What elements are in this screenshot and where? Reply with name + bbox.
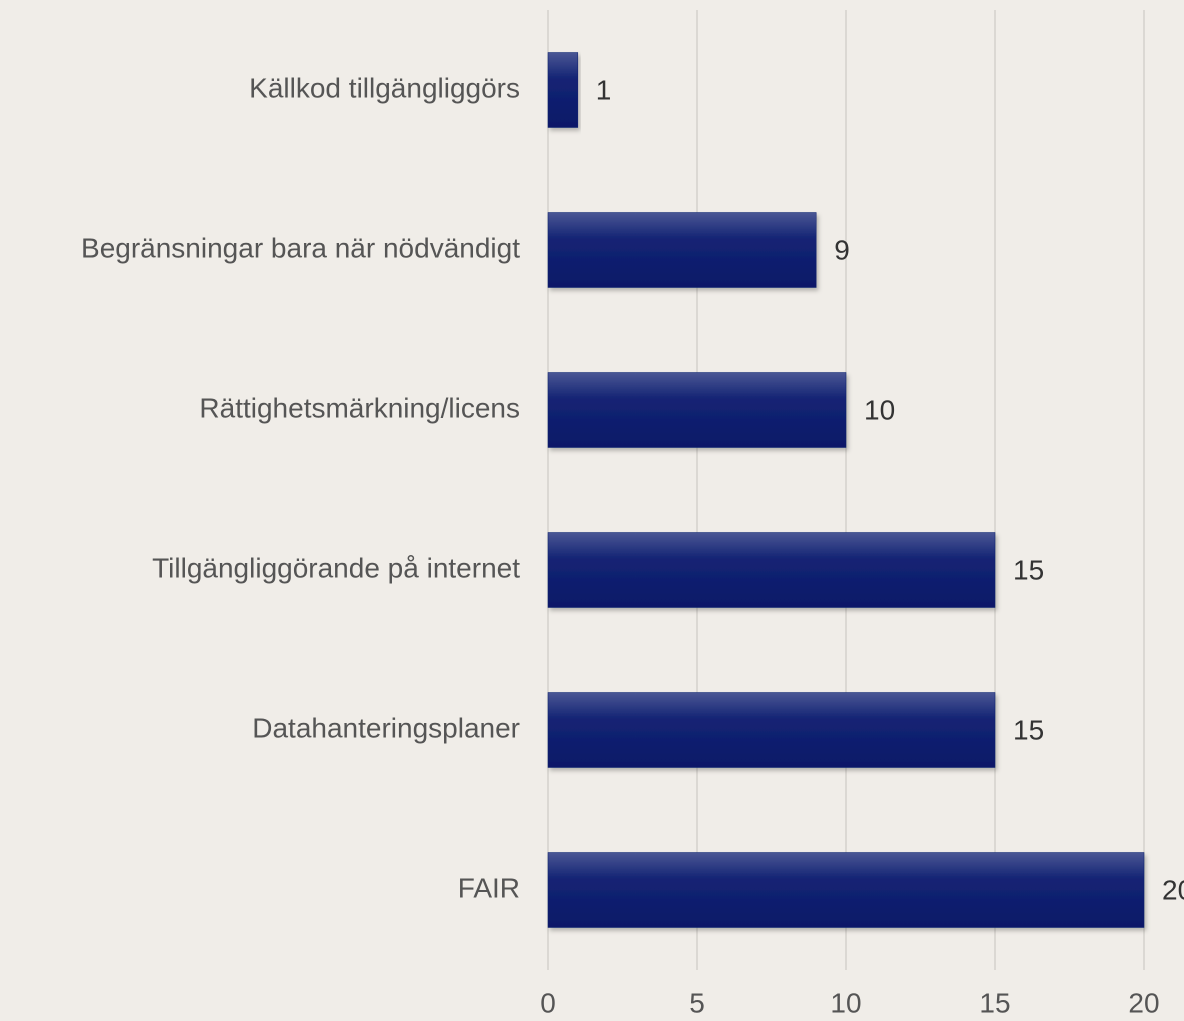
bar: [547, 52, 579, 128]
value-label: 1: [596, 74, 612, 105]
bar: [547, 212, 817, 288]
y-tick-label: Begränsningar bara när nödvändigt: [81, 232, 520, 263]
bar: [547, 532, 996, 608]
x-tick-label: 0: [540, 987, 556, 1018]
y-tick-label: Källkod tillgängliggörs: [249, 72, 520, 103]
value-label: 15: [1013, 714, 1044, 745]
bar: [547, 852, 1145, 928]
bar: [547, 692, 996, 768]
value-label: 15: [1013, 554, 1044, 585]
value-label: 20: [1162, 874, 1184, 905]
x-tick-label: 15: [979, 987, 1010, 1018]
value-label: 9: [834, 234, 850, 265]
bar: [547, 372, 847, 448]
y-tick-label: Rättighetsmärkning/licens: [199, 392, 520, 423]
x-tick-label: 10: [830, 987, 861, 1018]
x-tick-label: 5: [689, 987, 705, 1018]
x-tick-label: 20: [1128, 987, 1159, 1018]
value-label: 10: [864, 394, 895, 425]
y-tick-label: Tillgängliggörande på internet: [152, 552, 520, 583]
y-tick-label: Datahanteringsplaner: [252, 712, 520, 743]
y-tick-label: FAIR: [458, 872, 520, 903]
